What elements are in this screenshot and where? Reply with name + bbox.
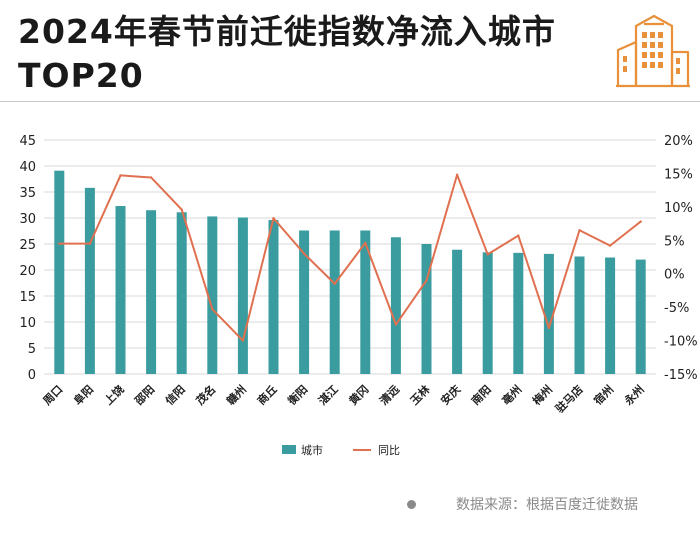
line-point: [608, 244, 612, 247]
x-category-label: 茂名: [193, 382, 218, 407]
bar: [268, 220, 279, 374]
bar: [635, 259, 646, 374]
y-right-tick-label: 20%: [664, 134, 693, 149]
line-point: [486, 253, 489, 256]
bar: [237, 217, 248, 374]
bar: [421, 244, 432, 374]
line-point: [241, 339, 245, 342]
legend-label-line: 同比: [378, 444, 400, 457]
line-point: [639, 220, 642, 223]
x-category-label: 黄冈: [346, 382, 371, 407]
bar: [482, 252, 493, 374]
bar: [360, 230, 371, 374]
y-left-tick-label: 45: [19, 134, 36, 149]
x-category-label: 永州: [621, 382, 647, 408]
x-category-label: 驻马店: [552, 382, 585, 415]
bar: [452, 249, 463, 374]
bar: [54, 170, 65, 374]
y-left-tick-label: 15: [19, 290, 36, 305]
y-left-tick-label: 20: [19, 264, 36, 279]
y-left-tick-label: 5: [28, 342, 36, 357]
x-category-label: 衡阳: [285, 382, 310, 407]
bar: [329, 230, 340, 374]
bar: [513, 252, 524, 374]
y-right-tick-label: 0%: [664, 268, 685, 283]
x-category-label: 宿州: [591, 382, 616, 407]
x-category-label: 南阳: [468, 382, 493, 407]
yoy-line: [59, 173, 642, 342]
combo-chart: 0 5 10 15 20 25 30 35 40 45 -15% -10% -5% 0% 5% 10% 15% 2…: [19, 134, 698, 457]
y-left-tick-label: 30: [19, 212, 36, 227]
x-category-label: 梅州: [530, 382, 555, 407]
line-point: [517, 234, 520, 237]
line-point: [455, 173, 459, 176]
y-left-tick-label: 35: [19, 186, 36, 201]
line-point: [149, 176, 153, 179]
bar: [115, 206, 126, 374]
legend-swatch-bar: [282, 445, 296, 454]
chart-title-line1: 2024年春节前迁徙指数净流入城市: [18, 12, 556, 51]
y-right-tick-label: 10%: [664, 201, 693, 216]
line-point: [119, 174, 122, 177]
city-buildings-icon: [616, 14, 690, 88]
line-point: [88, 242, 92, 245]
bar: [176, 212, 187, 374]
x-category-label: 湛江: [315, 382, 340, 407]
line-point: [272, 217, 275, 220]
line-point: [578, 229, 581, 232]
x-category-label: 上饶: [101, 382, 126, 407]
y-left-tick-label: 40: [19, 160, 36, 175]
line-point: [58, 242, 61, 245]
line-point: [211, 307, 214, 311]
legend-label-bar: 城市: [301, 443, 323, 457]
chart-title: 2024年春节前迁徙指数净流入城市 TOP20: [18, 10, 556, 98]
line-point: [547, 326, 551, 330]
header-divider: [0, 101, 700, 102]
x-category-label: 信阳: [162, 382, 187, 407]
bar: [543, 253, 554, 374]
x-category-label: 安庆: [438, 382, 463, 407]
y-left-tick-label: 0: [28, 368, 36, 383]
chart-title-line2: TOP20: [18, 56, 144, 95]
y-left-tick-label: 25: [19, 238, 36, 253]
source-dot: [407, 500, 416, 509]
line-point: [425, 279, 428, 282]
bar: [605, 257, 616, 374]
bar: [84, 187, 95, 374]
bar: [390, 237, 401, 374]
line-point: [302, 252, 306, 255]
x-category-label: 商丘: [254, 382, 279, 407]
x-category-label: 亳州: [499, 382, 524, 407]
x-category-label: 玉林: [407, 382, 432, 407]
line-point: [364, 241, 367, 245]
x-category-label: 邵阳: [131, 382, 157, 408]
bar: [299, 230, 310, 374]
x-category-label: 清远: [377, 382, 402, 407]
y-right-tick-label: 5%: [664, 234, 685, 249]
line-point: [180, 208, 183, 211]
bar: [146, 210, 157, 374]
y-right-tick-label: -15%: [664, 368, 698, 383]
y-right-tick-label: -10%: [664, 335, 698, 350]
x-category-label: 阜阳: [71, 382, 96, 407]
x-category-label: 赣州: [224, 382, 249, 407]
line-point: [394, 323, 398, 326]
source-note: 数据来源：根据百度迁徙数据: [456, 497, 638, 513]
y-right-tick-label: -5%: [664, 301, 689, 316]
y-left-tick-label: 10: [19, 316, 36, 331]
x-category-label: 周口: [41, 383, 66, 408]
bar: [574, 256, 585, 374]
y-right-tick-label: 15%: [664, 167, 693, 182]
bar: [207, 216, 218, 374]
line-point: [333, 282, 336, 285]
